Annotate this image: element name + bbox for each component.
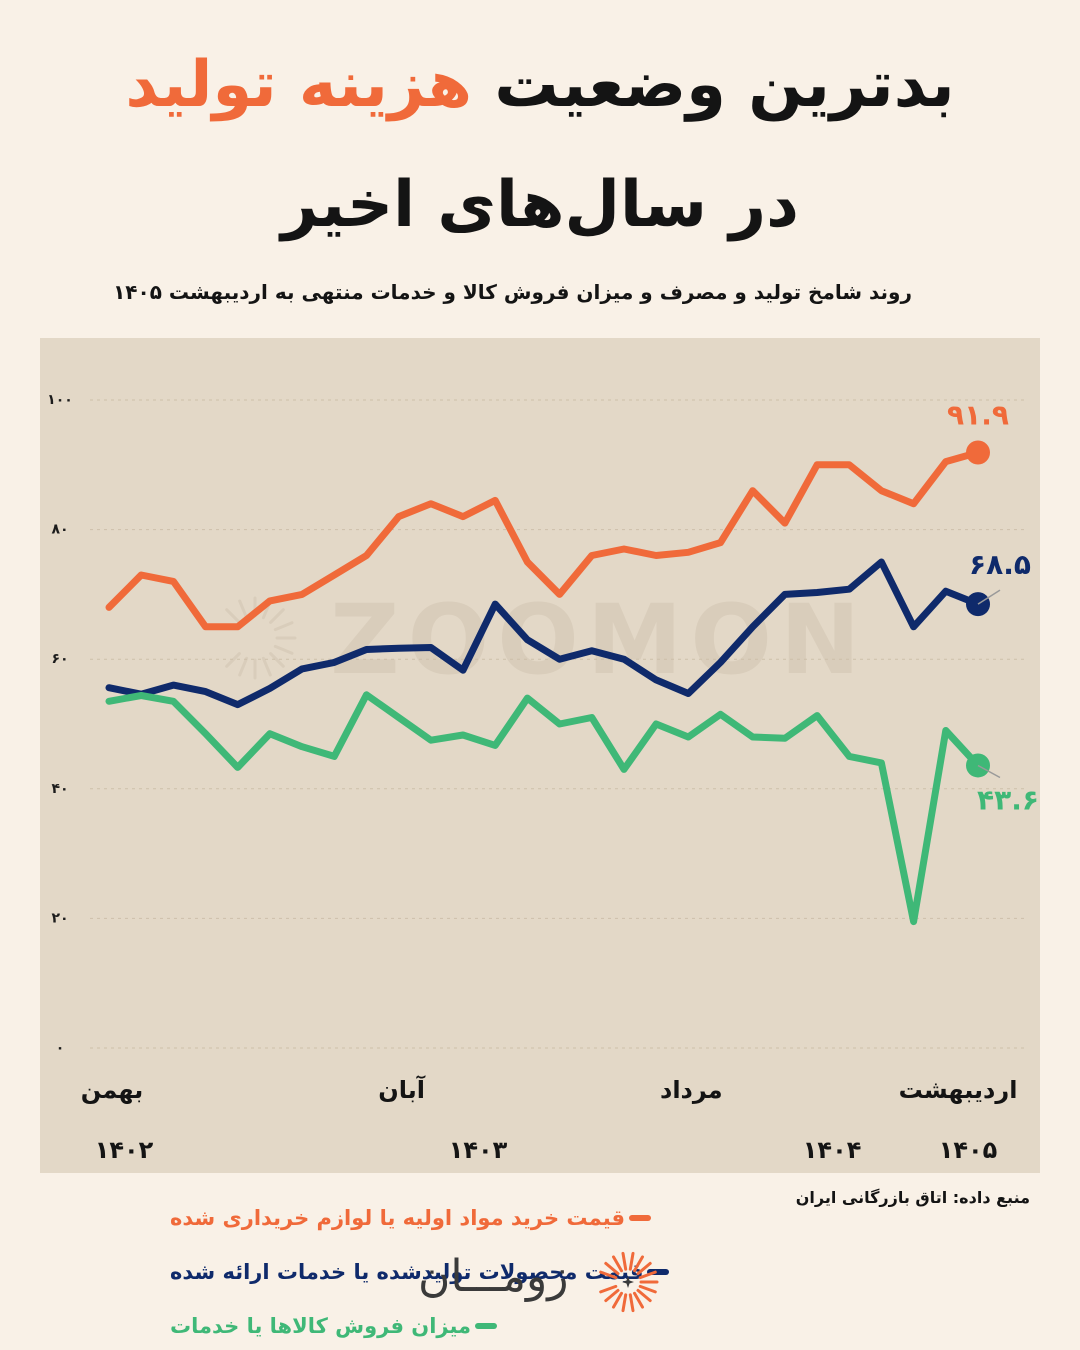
sunburst-ray (273, 621, 294, 632)
page-subtitle: روند شامخ تولید و مصرف و میزان فروش کالا… (113, 280, 912, 304)
sunburst-ray (238, 656, 249, 677)
page-title-line-1: بدترین وضعیت هزینه تولید (0, 48, 1080, 122)
sunburst-ray (238, 599, 249, 620)
sunburst-ray (628, 1251, 635, 1271)
title-highlight: هزینه تولید (125, 48, 473, 122)
title-prefix: بدترین وضعیت (472, 48, 955, 122)
sunburst-ray (225, 652, 241, 668)
sunburst-ray (261, 656, 272, 677)
brand-logo: زومـــان (410, 1245, 670, 1315)
sunburst-ray (604, 1261, 620, 1276)
sunburst-ray (604, 1288, 620, 1303)
watermark: ZOOMON (225, 584, 868, 696)
legend-item-raw-material-price: قیمت خرید مواد اولیه یا لوازم خریداری شد… (170, 1206, 652, 1230)
line-chart: ZOOMON ۰ ۲۰ ۴۰ ۶۰ ۸۰ ۱۰۰ ۹۱.۹ ۶۸.۵ ۴۳.۶ بهمن آبا… (47, 392, 1039, 1164)
chart-panel: ZOOMON ۰ ۲۰ ۴۰ ۶۰ ۸۰ ۱۰۰ ۹۱.۹ ۶۸.۵ ۴۳.۶ بهمن آبا… (40, 338, 1040, 1338)
y-tick-label: ۶۰ (51, 651, 68, 667)
sunburst-ray (628, 1293, 635, 1313)
series-end-label: ۴۳.۶ (977, 783, 1039, 816)
x-year-label: ۱۴۰۴ (803, 1136, 862, 1164)
legend-swatch (629, 1215, 652, 1221)
sunburst-ray (636, 1288, 652, 1303)
legend-item-sales: میزان فروش کالاها یا خدمات (170, 1314, 498, 1338)
x-year-label: ۱۴۰۵ (939, 1136, 998, 1164)
series-end-point (966, 440, 990, 465)
y-tick-label: ۱۰۰ (47, 392, 73, 408)
sunburst-ray (638, 1284, 657, 1294)
y-tick-label: ۲۰ (51, 910, 68, 926)
legend-label: قیمت خرید مواد اولیه یا لوازم خریداری شد… (170, 1206, 626, 1230)
y-axis: ۰ ۲۰ ۴۰ ۶۰ ۸۰ ۱۰۰ (47, 392, 73, 1056)
y-tick-label: ۴۰ (51, 781, 68, 797)
page-title-line-2: در سال‌های اخیر (281, 168, 799, 242)
legend-label: میزان فروش کالاها یا خدمات (170, 1314, 472, 1338)
sunburst-ray (633, 1255, 644, 1273)
data-source: منبع داده: اتاق بازرگانی ایران (795, 1188, 1030, 1207)
grid (90, 399, 1025, 1049)
series-0: ۹۱.۹ (105, 398, 1009, 631)
series-group: ۹۱.۹ ۶۸.۵ ۴۳.۶ (105, 398, 1039, 926)
watermark-sunburst-icon (225, 596, 297, 680)
legend-swatch (647, 1269, 670, 1275)
x-month-label: بهمن (81, 1076, 144, 1104)
label-leader (977, 589, 1001, 605)
watermark-text: ZOOMON (330, 584, 868, 696)
sunburst-ray (633, 1291, 644, 1309)
series-end-label: ۹۱.۹ (947, 398, 1009, 431)
x-year-label: ۱۴۰۳ (449, 1136, 508, 1164)
sunburst-ray (273, 644, 294, 655)
legend-label: قیمت محصولات تولیدشده یا خدمات ارائه شده (170, 1260, 644, 1284)
series-2: ۴۳.۶ (105, 691, 1039, 926)
legend-item-product-price: قیمت محصولات تولیدشده یا خدمات ارائه شده (170, 1260, 670, 1284)
y-tick-label: ۸۰ (51, 522, 68, 538)
series-line (105, 558, 982, 709)
series-line (105, 449, 982, 631)
sunburst-ray (636, 1261, 652, 1276)
series-1: ۶۸.۵ (105, 548, 1031, 709)
x-month-label: مرداد (660, 1076, 723, 1104)
sunburst-ray (269, 652, 285, 668)
x-year-label: ۱۴۰۲ (95, 1136, 154, 1164)
brand-wordmark: زومـــان (418, 1251, 569, 1302)
legend-swatch (475, 1323, 498, 1329)
sunburst-ray (599, 1284, 618, 1294)
sunburst-icon (599, 1251, 659, 1313)
sunburst-ray (621, 1251, 628, 1271)
y-tick-label: ۰ (56, 1040, 65, 1056)
x-axis: بهمن آبان مرداد اردیبهشت ۱۴۰۲ ۱۴۰۳ ۱۴۰۴ ۱۴۰۵ (81, 1075, 1018, 1164)
sunburst-ray (612, 1291, 623, 1309)
x-month-label: آبان (378, 1075, 426, 1104)
x-month-label: اردیبهشت (899, 1076, 1018, 1104)
sunburst-ray (621, 1293, 628, 1313)
sunburst-ray (225, 608, 241, 624)
label-leader (977, 764, 1001, 779)
sparkle-icon (622, 1276, 634, 1288)
series-end-label: ۶۸.۵ (969, 548, 1031, 581)
sunburst-ray (612, 1255, 623, 1273)
sunburst-ray (269, 608, 285, 624)
sunburst-ray (638, 1270, 657, 1280)
series-line (105, 691, 982, 926)
sunburst-ray (599, 1270, 618, 1280)
